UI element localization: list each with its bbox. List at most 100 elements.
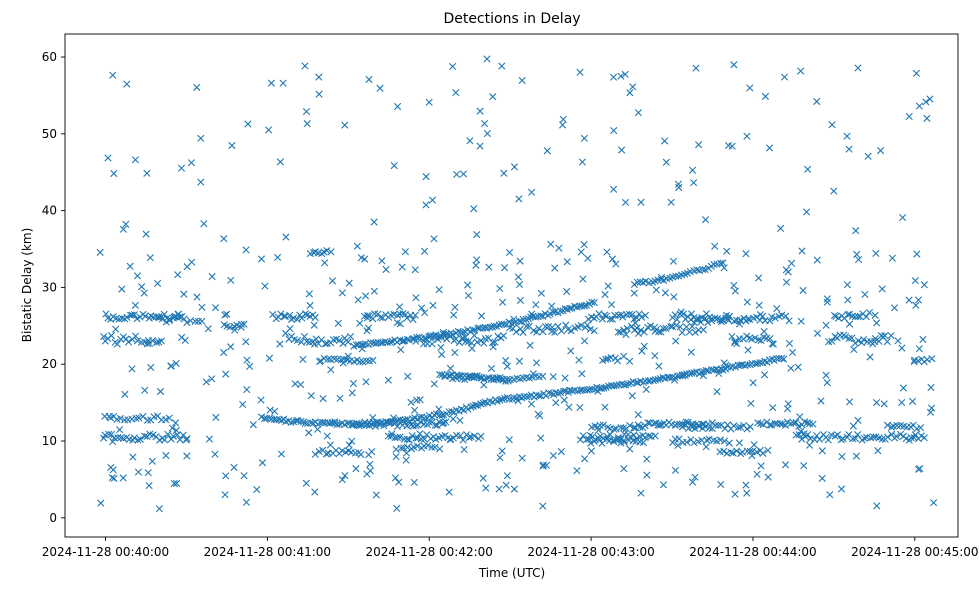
data-point [516,325,525,333]
data-point [576,403,584,412]
data-point [728,333,736,341]
data-point [622,330,630,339]
data-point [662,324,670,333]
data-point [818,447,826,455]
data-point [464,281,472,289]
data-point [744,315,752,323]
data-point [141,432,149,440]
data-point [651,352,659,360]
data-point [577,321,585,330]
data-point [852,452,861,460]
data-point [864,152,872,160]
data-point [930,499,938,507]
data-point [549,373,557,381]
data-point [205,435,213,443]
data-point [579,275,587,283]
data-point [376,84,384,92]
data-point [624,380,632,388]
data-point [620,326,628,334]
data-point [844,296,852,304]
data-point [404,372,412,380]
data-point [310,340,319,348]
data-point [510,163,519,171]
data-point [305,429,313,437]
data-point [568,387,576,395]
data-point [854,64,862,72]
data-point [883,421,892,429]
data-point [798,435,806,443]
data-point [620,438,629,446]
data-point [131,156,139,164]
data-point [109,466,117,474]
data-point [590,298,598,307]
data-point [733,340,741,348]
data-point [144,336,152,345]
data-point [528,310,536,318]
data-point [809,420,817,428]
data-point [855,256,863,264]
data-point [586,325,594,333]
data-point [277,310,285,318]
data-point [874,447,882,455]
data-point [187,159,196,167]
data-point [898,344,906,352]
data-point [370,287,378,295]
data-point [833,431,842,439]
data-point [477,432,485,440]
data-point [169,432,177,440]
data-point [362,357,371,365]
data-point [384,376,392,384]
data-point [429,301,437,310]
data-point [339,359,347,367]
data-point [515,280,524,289]
data-point [172,359,180,368]
data-point [861,290,869,299]
data-point [640,328,648,336]
data-point [671,466,680,474]
data-point [183,452,191,460]
data-point [496,374,504,382]
data-point [519,328,527,336]
data-point [623,324,631,333]
data-point [227,276,235,284]
data-point [293,336,301,345]
data-point [183,318,191,327]
data-point [690,439,698,447]
data-point [408,335,416,343]
data-point [922,98,930,106]
data-point [459,328,467,336]
data-point [477,312,486,320]
data-point [180,290,188,298]
data-point [485,263,493,271]
data-point [393,504,401,512]
data-point [705,424,714,432]
data-point [768,340,776,348]
data-point [887,423,896,431]
data-point [420,247,429,255]
data-point [326,419,334,427]
data-point [104,154,112,162]
data-point [402,449,411,457]
data-point [620,352,628,360]
data-point [395,478,403,486]
data-point [334,319,342,327]
data-point [638,313,646,321]
data-point [771,314,779,322]
data-point [197,178,205,186]
data-point [352,465,360,473]
data-point [710,260,718,269]
y-tick-label: 60 [42,50,57,64]
data-point [380,422,388,430]
data-point [147,363,155,372]
data-point [105,430,113,438]
data-point [220,348,228,357]
data-point [428,196,437,204]
data-point [780,73,789,81]
data-point [725,439,733,447]
data-point [657,273,666,282]
data-point [353,242,361,250]
data-point [588,385,596,393]
data-point [633,278,642,286]
data-point [878,285,886,293]
data-point [428,443,436,451]
